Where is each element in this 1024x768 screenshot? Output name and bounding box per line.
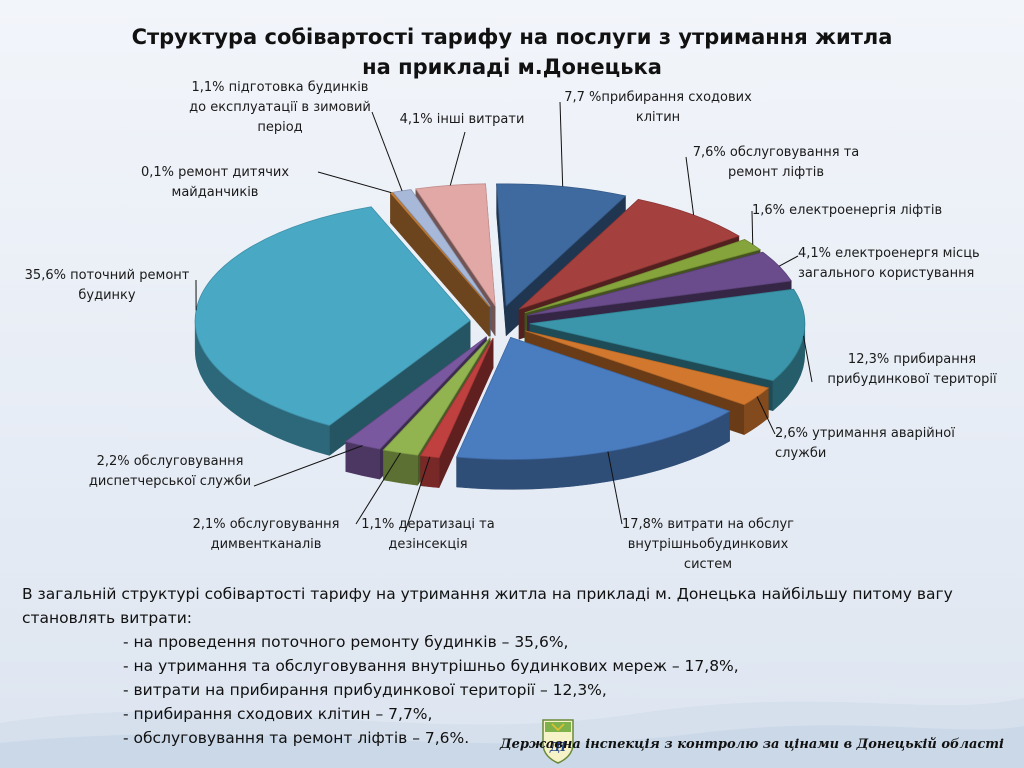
slice-label-line: внутрішньобудинкових [627, 537, 789, 552]
chart-title-line-1: Структура собівартості тарифу на послуги… [131, 25, 893, 49]
pie-slice [194, 206, 471, 426]
summary-intro: В загальній структурі собівартості тариф… [22, 585, 953, 627]
slice-label-line: 35,6% поточний ремонт [24, 268, 190, 283]
summary-item: - прибирання сходових клітин – 7,7%, [123, 705, 433, 723]
logo-text: ДІ [549, 740, 567, 754]
pie-slice [456, 336, 731, 460]
slice-label-line: 1,1% дератизаці та [361, 517, 495, 532]
leader-line [607, 451, 623, 525]
slice-label-line: димвентканалів [210, 537, 322, 552]
chart-title-line-2: на прикладі м.Донецька [362, 55, 662, 79]
slice-label-line: 1,1% підготовка будинків [191, 80, 369, 95]
leader-line [404, 456, 431, 533]
slice-label-line: прибудинкової території [827, 372, 997, 387]
slice-label-line: будинку [78, 288, 136, 303]
slice-label: 2,2% обслуговування диспетчерської служби [89, 452, 251, 492]
slice-label-line: майданчиків [171, 185, 259, 200]
slice-label: 12,3% прибирання прибудинкової території [827, 350, 996, 390]
slice-label: 2,1% обслуговування димвентканалів [193, 515, 340, 555]
slice-label-line: 7,6% обслуговування та [692, 145, 860, 160]
slice-label-line: служби [775, 446, 827, 461]
slice-label: 2,6% утримання аварійної служби [775, 424, 955, 464]
slice-label-line: період [257, 120, 303, 135]
summary-item: - на утримання та обслуговування внутріш… [123, 657, 739, 675]
pie-slice [518, 198, 740, 310]
footer-organization: Державна інспекція з контролю за цінами … [500, 737, 1004, 752]
slice-label: 1,1% дератизаці та дезінсекція [361, 515, 494, 555]
leader-line [685, 156, 695, 216]
slice-label-line: 12,3% прибирання [847, 352, 977, 367]
pie-chart [194, 101, 813, 533]
pie-slice [496, 183, 627, 307]
slice-label-line: 4,1% інші витрати [399, 112, 525, 127]
summary-item: - на проведення поточного ремонту будинк… [123, 633, 569, 651]
summary-text: В загальній структурі собівартості тариф… [22, 582, 1012, 750]
slice-label-line: 2,1% обслуговування [192, 517, 340, 532]
leader-line [317, 171, 392, 194]
slice-label-line: 1,6% електроенергія ліфтів [752, 203, 943, 218]
slice-label-line: 7,7 %прибирання сходових [564, 90, 752, 105]
leader-line [751, 210, 754, 245]
slice-side [420, 455, 440, 488]
slice-label: 17,8% витрати на обслуг внутрішньобудинко… [622, 515, 794, 575]
slice-label-line: дезінсекція [388, 537, 468, 552]
pie-slice [344, 336, 487, 450]
slice-label: 4,1% електроенергя місць загального корис… [798, 244, 980, 284]
leader-line [355, 452, 401, 525]
summary-item: - обслуговування та ремонт ліфтів – 7,6%… [123, 729, 470, 747]
slice-label: 35,6% поточний ремонт будинку [25, 266, 190, 306]
slice-side [383, 449, 418, 486]
pie-slice [525, 330, 770, 406]
slice-label-line: 4,1% електроенергя місць [798, 246, 980, 261]
leader-line [756, 396, 776, 435]
slice-label: 1,6% електроенергія ліфтів [752, 201, 942, 221]
slice-label: 4,1% інші витрати [400, 110, 525, 130]
slice-label: 0,1% ремонт дитячих майданчиків [141, 163, 289, 203]
slice-label-line: клітин [635, 110, 681, 125]
pie-slice [392, 189, 491, 307]
leader-line [559, 101, 564, 187]
slice-label-line: 17,8% витрати на обслуг [621, 517, 795, 532]
leader-line [253, 445, 363, 487]
leader-line [778, 255, 799, 267]
slice-label-line: ремонт ліфтів [727, 165, 825, 180]
slice-label-line: 2,2% обслуговування [96, 454, 244, 469]
pie-tops [194, 183, 806, 460]
slice-label: 1,1% підготовка будинків до експлуатації … [189, 78, 371, 138]
chart-title: Структура собівартості тарифу на послуги… [100, 22, 924, 82]
slice-label-line: до експлуатації в зимовий [189, 100, 371, 115]
slice-label: 7,6% обслуговування та ремонт ліфтів [693, 143, 860, 183]
leader-line [449, 131, 466, 186]
slice-label-line: 0,1% ремонт дитячих [140, 165, 290, 180]
leader-line [371, 111, 403, 192]
slice-label-line: 2,6% утримання аварійної [775, 426, 955, 441]
slice-label: 7,7 %прибирання сходових клітин [564, 88, 752, 128]
leader-line [802, 335, 813, 383]
summary-item: - витрати на прибирання прибудинкової те… [123, 681, 607, 699]
inspection-logo: ДІ [542, 719, 574, 764]
slice-label-line: загального користування [798, 266, 975, 281]
slice-label-line: систем [683, 557, 733, 572]
leader-lines [195, 101, 813, 533]
slice-label-line: диспетчерської служби [88, 474, 252, 489]
